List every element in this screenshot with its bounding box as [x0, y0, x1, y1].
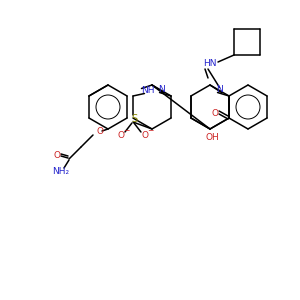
Text: NH₂: NH₂ [52, 167, 70, 176]
Text: O: O [97, 128, 104, 136]
Text: O: O [141, 131, 148, 140]
Text: OH: OH [205, 133, 219, 142]
Text: O: O [53, 152, 61, 160]
Text: −: − [123, 127, 129, 136]
Text: S: S [131, 114, 137, 124]
Text: HN: HN [203, 58, 217, 68]
Text: N: N [158, 85, 165, 94]
Text: −: − [147, 127, 153, 136]
Text: O: O [117, 131, 124, 140]
Text: N: N [216, 85, 223, 94]
Text: O: O [212, 109, 219, 118]
Text: NH: NH [141, 86, 154, 95]
